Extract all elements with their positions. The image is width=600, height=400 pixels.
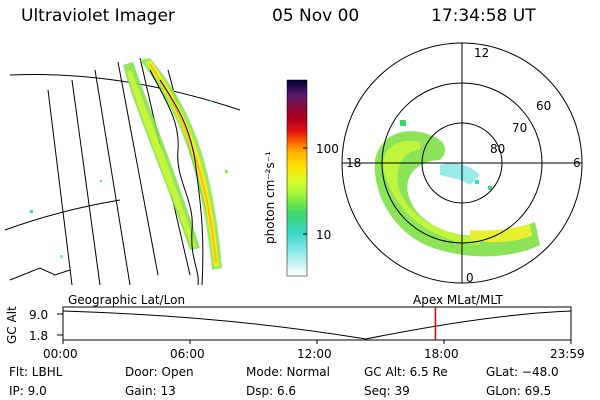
polar-plot <box>341 42 583 284</box>
glon-label: GLon: 69.5 <box>486 384 552 398</box>
timeline-left-label: Geographic Lat/Lon <box>68 293 186 307</box>
timeline-y-tick-high: 9.0 <box>29 308 49 322</box>
timeline-y-tick-low: 1.8 <box>29 329 49 343</box>
date-label: 05 Nov 00 <box>272 6 360 26</box>
colorbar-tick-100: 100 <box>316 142 339 156</box>
seq-label: Seq: 39 <box>364 384 410 398</box>
time-label: 17:34:58 UT <box>431 6 536 26</box>
geographic-image <box>4 57 241 285</box>
mlat-label-60: 60 <box>536 99 552 113</box>
mlat-label-70: 70 <box>512 121 528 135</box>
timeline-right-label: Apex MLat/MLT <box>413 293 503 307</box>
mlt-label-6: 6 <box>573 156 581 170</box>
dsp-label: Dsp: 6.6 <box>246 384 297 398</box>
door-label: Door: Open <box>125 365 194 379</box>
colorbar-unit-label: photon cm⁻²s⁻¹ <box>263 151 277 244</box>
mlt-label-0: 0 <box>466 271 474 285</box>
timeline-x-tick-1800: 18:00 <box>424 347 459 361</box>
mode-label: Mode: Normal <box>246 365 330 379</box>
filter-label: Flt: LBHL <box>9 365 63 379</box>
colorbar <box>286 79 308 277</box>
instrument-title: Ultraviolet Imager <box>21 6 175 26</box>
colorbar-tick-10: 10 <box>316 228 332 242</box>
altitude-timeline <box>57 306 572 344</box>
timeline-x-tick-1200: 12:00 <box>297 347 332 361</box>
timeline-x-tick-2359: 23:59 <box>550 347 585 361</box>
mlat-label-80: 80 <box>490 142 506 156</box>
glat-label: GLat: −48.0 <box>486 365 559 379</box>
mlt-label-12: 12 <box>474 46 490 60</box>
mlt-label-18: 18 <box>346 156 362 170</box>
timeline-y-label: GC Alt <box>5 306 19 344</box>
gain-label: Gain: 13 <box>125 384 176 398</box>
timeline-x-tick-0000: 00:00 <box>43 347 78 361</box>
timeline-x-tick-0600: 06:00 <box>170 347 205 361</box>
ip-label: IP: 9.0 <box>9 384 47 398</box>
gc-alt-label: GC Alt: 6.5 Re <box>364 365 448 379</box>
